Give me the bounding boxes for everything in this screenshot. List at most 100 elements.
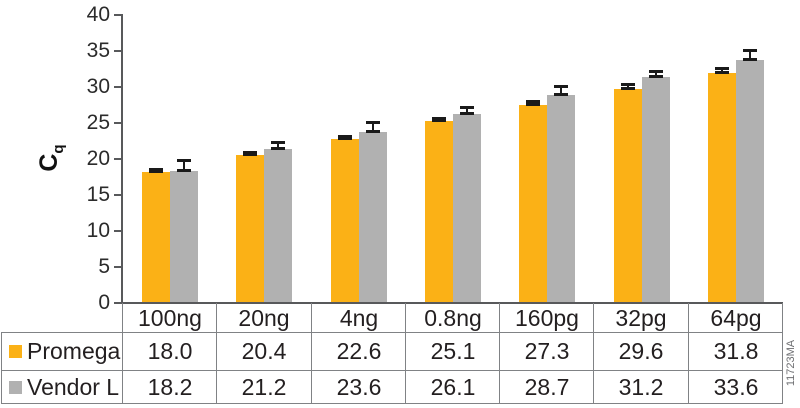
error-bar-vendor-l-0.8ng-cap-bottom bbox=[460, 112, 474, 115]
table-vline bbox=[782, 303, 783, 403]
value-cell-vendor-l-32pg: 31.2 bbox=[618, 374, 664, 400]
error-bar-vendor-l-20ng-stem bbox=[277, 143, 279, 149]
error-bar-promega-0.8ng-cap-bottom bbox=[432, 119, 446, 122]
series-name-label: Vendor L bbox=[27, 373, 120, 400]
x-axis-line bbox=[121, 302, 783, 304]
bar-promega-64pg bbox=[708, 73, 736, 302]
error-bar-vendor-l-64pg-stem bbox=[749, 51, 751, 60]
bar-promega-0.8ng bbox=[425, 121, 453, 302]
error-bar-promega-4ng-cap-top bbox=[338, 135, 352, 138]
error-bar-vendor-l-20ng-cap-bottom bbox=[271, 147, 285, 150]
table-vline bbox=[499, 303, 500, 403]
y-tick-label: 20 bbox=[86, 147, 110, 170]
series-name-label: Promega bbox=[27, 338, 121, 364]
y-tick-label: 35 bbox=[86, 39, 110, 62]
bar-promega-4ng bbox=[331, 139, 359, 302]
error-bar-vendor-l-64pg-cap-bottom bbox=[743, 58, 757, 61]
table-hline bbox=[1, 332, 783, 333]
y-tick-mark bbox=[114, 14, 121, 16]
table-vline-left-edge bbox=[1, 332, 2, 403]
y-tick-label: 5 bbox=[98, 255, 110, 278]
bar-promega-20ng bbox=[236, 155, 264, 302]
value-cell-promega-0.8ng: 25.1 bbox=[430, 338, 476, 364]
y-tick-label: 15 bbox=[86, 183, 110, 206]
bar-vendor-l-0.8ng bbox=[453, 114, 481, 302]
category-label-20ng: 20ng bbox=[238, 305, 290, 331]
bar-promega-32pg bbox=[614, 89, 642, 302]
value-cell-promega-4ng: 22.6 bbox=[336, 338, 382, 364]
category-label-160pg: 160pg bbox=[515, 305, 579, 331]
value-cell-promega-64pg: 31.8 bbox=[713, 338, 759, 364]
value-cell-vendor-l-0.8ng: 26.1 bbox=[430, 374, 476, 400]
error-bar-vendor-l-100ng-stem bbox=[183, 161, 185, 171]
error-bar-promega-64pg-cap-top bbox=[715, 67, 729, 70]
error-bar-vendor-l-64pg-cap-top bbox=[743, 49, 757, 52]
error-bar-promega-160pg-cap-top bbox=[526, 100, 540, 103]
value-cell-vendor-l-64pg: 33.6 bbox=[713, 374, 759, 400]
error-bar-promega-160pg-cap-bottom bbox=[526, 103, 540, 106]
table-vline bbox=[122, 303, 123, 403]
error-bar-promega-32pg-cap-top bbox=[621, 83, 635, 86]
error-bar-promega-20ng-cap-top bbox=[243, 151, 257, 154]
category-label-4ng: 4ng bbox=[339, 305, 379, 331]
legend-cell-vendor-l: Vendor L bbox=[2, 371, 122, 403]
y-tick-label: 0 bbox=[98, 291, 110, 314]
error-bar-vendor-l-4ng-cap-top bbox=[366, 121, 380, 124]
y-tick-label: 10 bbox=[86, 219, 110, 242]
error-bar-vendor-l-0.8ng-stem bbox=[466, 108, 468, 114]
value-cell-vendor-l-100ng: 18.2 bbox=[147, 374, 193, 400]
bar-vendor-l-32pg bbox=[642, 77, 670, 302]
bar-vendor-l-64pg bbox=[736, 60, 764, 302]
bar-vendor-l-100ng bbox=[170, 171, 198, 302]
error-bar-vendor-l-100ng-cap-top bbox=[177, 159, 191, 162]
category-label-32pg: 32pg bbox=[615, 305, 667, 331]
error-bar-promega-4ng-cap-bottom bbox=[338, 137, 352, 140]
y-tick-mark bbox=[114, 266, 121, 268]
value-cell-promega-32pg: 29.6 bbox=[618, 338, 664, 364]
watermark-id: 11723MA bbox=[785, 339, 797, 387]
error-bar-vendor-l-20ng-cap-top bbox=[271, 141, 285, 144]
table-vline bbox=[688, 303, 689, 403]
error-bar-promega-20ng-cap-bottom bbox=[243, 153, 257, 156]
error-bar-promega-0.8ng-cap-top bbox=[432, 117, 446, 120]
y-tick-mark bbox=[114, 230, 121, 232]
category-label-100ng: 100ng bbox=[138, 305, 202, 331]
table-vline bbox=[405, 303, 406, 403]
error-bar-vendor-l-160pg-cap-top bbox=[554, 85, 568, 88]
y-tick-mark bbox=[114, 194, 121, 196]
value-cell-vendor-l-4ng: 23.6 bbox=[336, 374, 382, 400]
error-bar-promega-100ng-cap-top bbox=[149, 168, 163, 171]
table-hline bbox=[1, 403, 783, 404]
error-bar-vendor-l-4ng-cap-bottom bbox=[366, 130, 380, 133]
category-label-64pg: 64pg bbox=[710, 305, 762, 331]
y-axis-line bbox=[121, 14, 123, 304]
y-tick-label: 40 bbox=[86, 3, 110, 26]
y-tick-mark bbox=[114, 302, 121, 304]
value-cell-vendor-l-160pg: 28.7 bbox=[524, 374, 570, 400]
vendor-l-swatch-icon bbox=[9, 380, 22, 394]
bar-promega-100ng bbox=[142, 172, 170, 302]
value-cell-promega-100ng: 18.0 bbox=[147, 338, 193, 364]
value-cell-promega-160pg: 27.3 bbox=[524, 338, 570, 364]
y-tick-mark bbox=[114, 158, 121, 160]
error-bar-vendor-l-32pg-cap-bottom bbox=[649, 75, 663, 78]
y-tick-mark bbox=[114, 50, 121, 52]
table-vline bbox=[311, 303, 312, 403]
bar-vendor-l-4ng bbox=[359, 132, 387, 302]
y-tick-mark bbox=[114, 122, 121, 124]
error-bar-vendor-l-160pg-cap-bottom bbox=[554, 93, 568, 96]
category-label-0.8ng: 0.8ng bbox=[424, 305, 482, 331]
table-hline bbox=[1, 370, 783, 371]
y-tick-label: 25 bbox=[86, 111, 110, 134]
legend-cell-promega: Promega bbox=[2, 333, 122, 370]
value-cell-vendor-l-20ng: 21.2 bbox=[241, 374, 287, 400]
error-bar-vendor-l-100ng-cap-bottom bbox=[177, 169, 191, 172]
value-cell-promega-20ng: 20.4 bbox=[241, 338, 287, 364]
promega-swatch-icon bbox=[9, 345, 22, 358]
bar-vendor-l-20ng bbox=[264, 149, 292, 302]
error-bar-vendor-l-0.8ng-cap-top bbox=[460, 106, 474, 109]
y-tick-label: 30 bbox=[86, 75, 110, 98]
error-bar-promega-100ng-cap-bottom bbox=[149, 170, 163, 173]
table-vline bbox=[216, 303, 217, 403]
